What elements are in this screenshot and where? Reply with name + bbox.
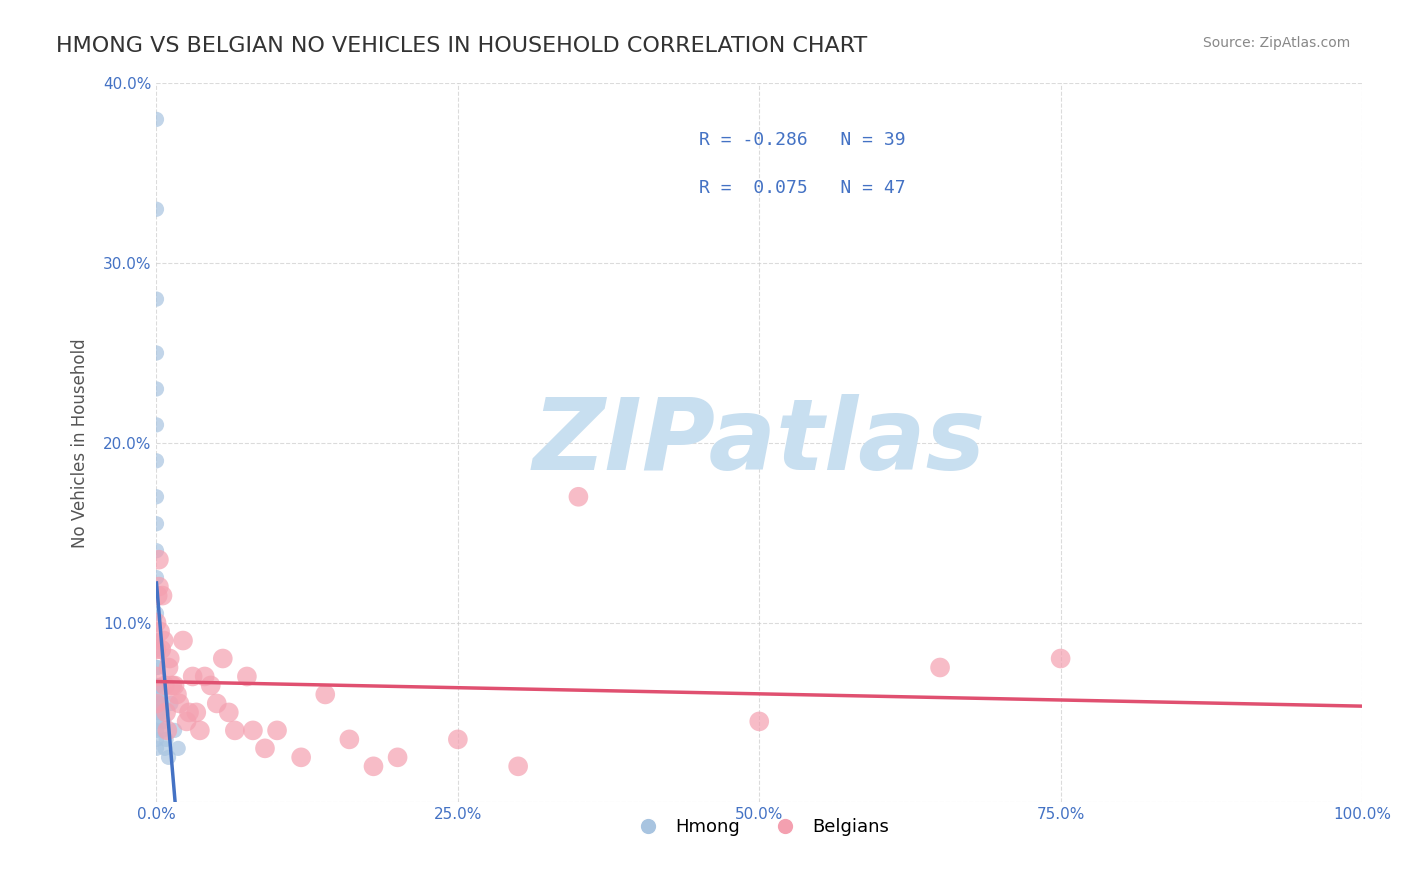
Belgians xyxy=(205,697,228,711)
Hmong xyxy=(152,714,174,729)
Hmong xyxy=(145,543,167,558)
Text: R = -0.286   N = 39: R = -0.286 N = 39 xyxy=(699,131,905,149)
Belgians xyxy=(929,660,952,674)
Belgians xyxy=(148,580,170,594)
Belgians xyxy=(176,714,198,729)
Hmong xyxy=(167,741,190,756)
Hmong xyxy=(146,678,169,692)
Belgians xyxy=(363,759,385,773)
Belgians xyxy=(169,697,191,711)
Belgians xyxy=(1049,651,1071,665)
Belgians xyxy=(290,750,312,764)
Hmong xyxy=(145,697,167,711)
Belgians xyxy=(447,732,470,747)
Hmong xyxy=(145,571,167,585)
Belgians xyxy=(242,723,264,738)
Hmong xyxy=(160,697,183,711)
Hmong xyxy=(152,723,174,738)
Text: R =  0.075   N = 47: R = 0.075 N = 47 xyxy=(699,179,905,197)
Belgians xyxy=(160,678,183,692)
Hmong xyxy=(145,706,167,720)
Hmong xyxy=(146,706,169,720)
Y-axis label: No Vehicles in Household: No Vehicles in Household xyxy=(72,338,89,548)
Belgians xyxy=(253,741,276,756)
Belgians xyxy=(567,490,589,504)
Belgians xyxy=(146,589,169,603)
Belgians xyxy=(177,706,200,720)
Belgians xyxy=(166,688,188,702)
Hmong xyxy=(145,678,167,692)
Hmong xyxy=(145,202,167,217)
Hmong xyxy=(145,382,167,396)
Hmong xyxy=(149,688,172,702)
Hmong xyxy=(157,750,180,764)
Hmong xyxy=(152,706,174,720)
Hmong xyxy=(145,741,167,756)
Belgians xyxy=(148,552,170,566)
Hmong xyxy=(145,112,167,127)
Text: ZIPatlas: ZIPatlas xyxy=(533,394,986,491)
Hmong xyxy=(145,714,167,729)
Hmong xyxy=(145,292,167,306)
Hmong xyxy=(145,660,167,674)
Belgians xyxy=(181,669,204,683)
Hmong xyxy=(145,732,167,747)
Belgians xyxy=(224,723,246,738)
Text: HMONG VS BELGIAN NO VEHICLES IN HOUSEHOLD CORRELATION CHART: HMONG VS BELGIAN NO VEHICLES IN HOUSEHOL… xyxy=(56,36,868,55)
Text: Source: ZipAtlas.com: Source: ZipAtlas.com xyxy=(1202,36,1350,50)
Belgians xyxy=(194,669,217,683)
Belgians xyxy=(152,589,174,603)
Belgians xyxy=(159,651,181,665)
Belgians xyxy=(236,669,259,683)
Belgians xyxy=(145,615,167,630)
Hmong xyxy=(145,490,167,504)
Belgians xyxy=(337,732,360,747)
Hmong xyxy=(145,346,167,360)
Belgians xyxy=(163,678,186,692)
Belgians xyxy=(145,669,167,683)
Belgians xyxy=(152,633,174,648)
Belgians xyxy=(748,714,770,729)
Belgians xyxy=(188,723,211,738)
Hmong xyxy=(145,607,167,621)
Belgians xyxy=(314,688,336,702)
Hmong xyxy=(145,454,167,468)
Belgians xyxy=(156,723,179,738)
Hmong xyxy=(148,678,170,692)
Belgians xyxy=(157,660,180,674)
Hmong xyxy=(148,697,170,711)
Hmong xyxy=(145,688,167,702)
Belgians xyxy=(218,706,240,720)
Hmong xyxy=(145,417,167,432)
Belgians xyxy=(172,633,194,648)
Hmong xyxy=(145,516,167,531)
Belgians xyxy=(155,706,177,720)
Belgians xyxy=(145,697,167,711)
Belgians xyxy=(200,678,222,692)
Belgians xyxy=(508,759,530,773)
Belgians xyxy=(145,642,167,657)
Belgians xyxy=(149,624,172,639)
Belgians xyxy=(387,750,409,764)
Hmong xyxy=(145,642,167,657)
Hmong xyxy=(150,697,173,711)
Hmong xyxy=(163,723,186,738)
Legend: Hmong, Belgians: Hmong, Belgians xyxy=(623,811,896,844)
Belgians xyxy=(211,651,233,665)
Hmong xyxy=(146,660,169,674)
Hmong xyxy=(145,633,167,648)
Belgians xyxy=(153,678,176,692)
Belgians xyxy=(266,723,288,738)
Hmong xyxy=(145,723,167,738)
Hmong xyxy=(153,741,176,756)
Hmong xyxy=(155,732,177,747)
Belgians xyxy=(150,642,173,657)
Belgians xyxy=(186,706,208,720)
